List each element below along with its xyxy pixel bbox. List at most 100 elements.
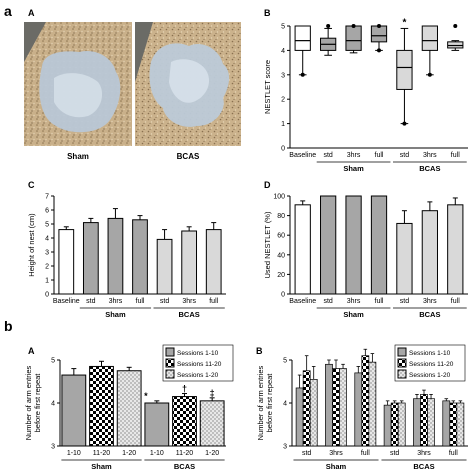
nestlet-chart-bar-5 bbox=[421, 210, 438, 295]
arm-a-bar-5 bbox=[199, 400, 225, 447]
height-chart-bar-4 bbox=[156, 238, 173, 295]
arm-entries-chart-b-y-tick-label: 3 bbox=[283, 444, 287, 451]
nestlet-chart-bar-3 bbox=[370, 195, 388, 295]
height-chart-bar-6 bbox=[205, 229, 222, 295]
arm-a-legend-label-2: Sessions 1-20 bbox=[177, 372, 219, 379]
nestlet-chart-bar-2 bbox=[345, 195, 362, 295]
arm-b-x-tick-label: full bbox=[449, 450, 458, 457]
arm-entries-chart-b-ylabel-line2: before first repeat bbox=[265, 373, 274, 433]
arm-a-annotation: ‡ bbox=[210, 388, 215, 398]
height-chart-group-label-1: BCAS bbox=[179, 310, 200, 319]
arm-a-bar-1 bbox=[89, 365, 114, 447]
arm-a-x-tick-label: 1-20 bbox=[205, 450, 219, 457]
nestlet-chart-bar-4 bbox=[396, 222, 413, 295]
nestlet-chart-x-tick-label: 3hrs bbox=[423, 298, 437, 305]
box-x-tick-label: 3hrs bbox=[347, 152, 361, 159]
nestlet-chart-group-label-0: Sham bbox=[343, 310, 364, 319]
photo-label-sham: Sham bbox=[67, 152, 89, 161]
arm-entries-chart-b-group-label-0: Sham bbox=[326, 462, 347, 471]
arm-a-legend-swatch-0 bbox=[165, 347, 175, 357]
box-4 bbox=[396, 49, 413, 90]
arm-a-x-tick-label: 1-10 bbox=[150, 450, 164, 457]
arm-b-bar-1-0 bbox=[325, 363, 333, 447]
nestlet-chart-x-tick-label: Baseline bbox=[289, 298, 316, 305]
height-chart-ylabel: Height of nest (cm) bbox=[27, 213, 36, 277]
arm-b-bar-3-0 bbox=[383, 404, 392, 447]
arm-a-legend-label-0: Sessions 1-10 bbox=[177, 350, 219, 357]
box-outlier bbox=[377, 48, 381, 53]
arm-b-legend-swatch-2 bbox=[397, 369, 407, 379]
arm-a-x-tick-label: 11-20 bbox=[176, 450, 193, 457]
height-chart-y-tick-label: 1 bbox=[45, 278, 49, 285]
arm-b-bar-4-0 bbox=[413, 398, 421, 447]
arm-entries-chart-a-group-label-1: BCAS bbox=[174, 462, 195, 471]
height-chart-bar-1 bbox=[82, 222, 99, 295]
nestlet-chart-x-tick-label: std bbox=[323, 298, 332, 305]
nestlet-chart-y-tick-label: 40 bbox=[277, 252, 285, 259]
nestlet-chart-group-label-1: BCAS bbox=[419, 310, 440, 319]
arm-a-bar-4 bbox=[172, 396, 197, 447]
photo-sham-image bbox=[24, 22, 132, 146]
arm-b-bar-1-1 bbox=[332, 368, 340, 447]
box-chart-y-tick-label: 1 bbox=[281, 121, 285, 128]
nestlet-chart-x-tick-label: full bbox=[375, 298, 384, 305]
box-5 bbox=[421, 25, 438, 51]
arm-b-bar-5-1 bbox=[449, 402, 458, 447]
figure-label-b: b bbox=[4, 318, 13, 334]
arm-b-legend-swatch-0 bbox=[397, 347, 407, 357]
height-chart-y-tick-label: 7 bbox=[45, 194, 49, 201]
arm-entries-chart-a-ylabel-line1: Number of arm entries bbox=[24, 365, 33, 440]
box-chart-group-label-1: BCAS bbox=[419, 164, 440, 173]
box-outlier bbox=[402, 121, 407, 126]
arm-b-bar-4-2 bbox=[427, 398, 435, 447]
box-x-tick-label: std bbox=[323, 152, 332, 159]
arm-b-x-tick-label: std bbox=[390, 450, 399, 457]
nestlet-chart-x-tick-label: std bbox=[400, 298, 409, 305]
height-chart-x-tick-label: full bbox=[209, 298, 218, 305]
arm-entries-chart-b-ylabel-line1: Number of arm entries bbox=[256, 365, 265, 440]
box-chart-group-label-0: Sham bbox=[343, 164, 364, 173]
arm-b-legend-box bbox=[394, 344, 466, 382]
height-chart-y-tick-label: 6 bbox=[45, 208, 49, 215]
panel-letter-a-c: C bbox=[28, 180, 35, 190]
nestlet-chart-y-tick-label: 80 bbox=[277, 213, 285, 220]
height-chart-bar-2 bbox=[107, 217, 124, 295]
nestlet-chart-y-tick-label: 20 bbox=[277, 272, 285, 279]
panel-letter-a-d: D bbox=[264, 180, 271, 190]
panel-letter-a-a: A bbox=[28, 8, 35, 18]
box-outlier bbox=[427, 72, 432, 77]
nestlet-chart-bar-1 bbox=[320, 195, 337, 295]
arm-a-bar-3 bbox=[144, 402, 170, 447]
height-chart-x-tick-label: 3hrs bbox=[109, 298, 123, 305]
arm-a-x-tick-label: 1-10 bbox=[67, 450, 81, 457]
arm-a-bar-2 bbox=[116, 370, 142, 447]
panel-letter-b-a: A bbox=[28, 346, 35, 356]
arm-entries-chart-b-group-label-1: BCAS bbox=[413, 462, 434, 471]
height-chart-bar-3 bbox=[132, 219, 148, 295]
box-outlier bbox=[377, 24, 381, 28]
box-chart-y-tick-label: 2 bbox=[281, 97, 285, 104]
box-x-tick-label: full bbox=[451, 152, 460, 159]
figure-label-a: a bbox=[4, 3, 12, 19]
box-0 bbox=[294, 25, 311, 51]
height-chart-group-label-0: Sham bbox=[105, 310, 126, 319]
box-outlier bbox=[453, 24, 458, 28]
arm-a-legend-label-1: Sessions 11-20 bbox=[177, 361, 222, 368]
arm-b-bar-0-1 bbox=[302, 370, 311, 447]
arm-a-annotation: † bbox=[182, 384, 187, 394]
arm-b-bar-1-2 bbox=[339, 368, 347, 447]
arm-entries-chart-a-y-tick-label: 4 bbox=[51, 401, 55, 408]
arm-b-x-tick-label: std bbox=[302, 450, 311, 457]
arm-b-bar-2-1 bbox=[361, 355, 370, 447]
box-chart-y-tick-label: 4 bbox=[281, 48, 285, 55]
arm-b-x-tick-label: 3hrs bbox=[417, 450, 431, 457]
panel-letter-b-b: B bbox=[256, 346, 263, 356]
arm-a-legend-box bbox=[162, 344, 234, 382]
arm-b-bar-3-2 bbox=[397, 402, 406, 447]
box-chart-y-tick-label: 0 bbox=[281, 146, 285, 153]
nestlet-chart-bar-6 bbox=[447, 204, 464, 295]
arm-b-legend-label-2: Sessions 1-20 bbox=[409, 372, 451, 379]
arm-b-bar-5-2 bbox=[456, 402, 465, 447]
height-chart-x-tick-label: full bbox=[136, 298, 145, 305]
